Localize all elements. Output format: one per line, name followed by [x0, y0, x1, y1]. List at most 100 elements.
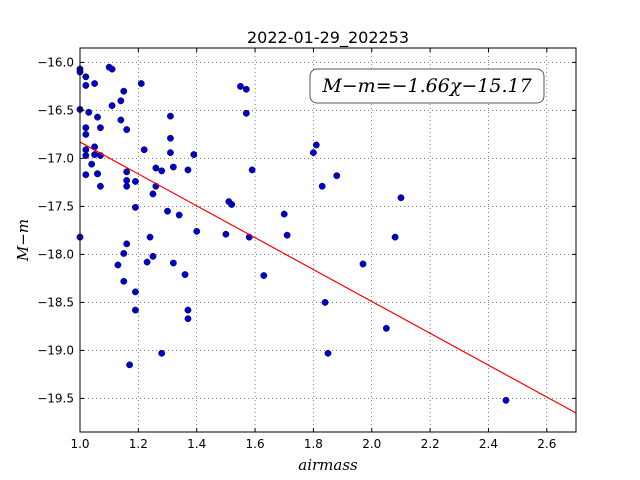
data-point [94, 170, 101, 178]
fit-line [79, 141, 577, 414]
data-point [82, 130, 90, 138]
data-point [94, 113, 101, 121]
data-point [260, 272, 268, 279]
data-point [123, 168, 131, 176]
data-point [222, 230, 230, 238]
x-tick-label: 2.0 [362, 437, 381, 451]
x-tick-label: 1.2 [129, 437, 148, 451]
data-point [169, 163, 177, 171]
data-point [169, 259, 177, 267]
data-point [175, 211, 183, 219]
data-point [120, 250, 128, 257]
data-point [242, 85, 250, 93]
fit-equation: M−m=−1.66χ−15.17 [321, 75, 532, 97]
data-point [132, 288, 139, 296]
data-point [88, 160, 96, 168]
data-point [152, 164, 160, 172]
data-point [123, 177, 131, 184]
data-point [123, 240, 131, 248]
data-point [108, 102, 116, 110]
data-point [120, 277, 128, 285]
equation-box [309, 68, 545, 104]
data-points [76, 63, 510, 404]
plot-area [80, 48, 576, 432]
data-point [149, 190, 157, 198]
data-point [359, 260, 367, 268]
data-point [108, 65, 116, 73]
data-point [184, 166, 192, 174]
data-point [158, 349, 166, 357]
data-point [248, 166, 256, 174]
data-point [190, 151, 198, 158]
plot-frame [79, 47, 577, 433]
data-point [91, 80, 98, 87]
data-point [184, 306, 192, 314]
data-point [333, 172, 341, 180]
data-point [117, 116, 125, 124]
data-point [502, 396, 510, 404]
data-point [283, 231, 291, 239]
data-point [167, 134, 174, 142]
data-point [149, 252, 157, 260]
data-point [123, 182, 131, 190]
data-point [85, 108, 93, 116]
data-point [137, 80, 145, 87]
x-axis-label: airmass [298, 456, 358, 474]
data-point [82, 146, 90, 154]
x-tick-label: 2.6 [537, 437, 556, 451]
y-tick-label: −16.5 [37, 103, 74, 117]
x-tick-label: 1.8 [304, 437, 323, 451]
y-tick-label: −18.0 [37, 247, 74, 261]
data-point [114, 261, 122, 269]
data-point [321, 298, 329, 306]
x-tick-label: 1.4 [187, 437, 206, 451]
data-point [97, 182, 104, 190]
data-point [82, 152, 90, 159]
data-point [242, 109, 250, 117]
y-tick-label: −16.0 [37, 55, 74, 69]
data-point [318, 182, 326, 190]
data-point [324, 349, 332, 357]
data-point [193, 227, 201, 235]
data-point [397, 194, 405, 202]
x-tick-label: 1.6 [246, 437, 265, 451]
data-point [164, 207, 171, 215]
data-point [123, 126, 131, 134]
data-point [167, 149, 174, 157]
axis-ticks: 1.0 1.2 1.4 1.6 1.8 2.0 2.2 2.4 2.6 −16.0 −16.5 −17… [37, 48, 576, 451]
data-point [158, 167, 166, 175]
data-point [140, 146, 148, 154]
data-point [237, 83, 244, 90]
data-point [310, 149, 317, 157]
data-point [143, 258, 151, 266]
data-point [382, 324, 390, 332]
data-point [120, 87, 128, 95]
data-point [280, 210, 288, 218]
y-axis-label: M−m [14, 219, 32, 262]
y-tick-label: −19.5 [37, 391, 74, 405]
x-tick-label: 2.4 [479, 437, 498, 451]
data-point [82, 82, 90, 89]
y-tick-label: −17.5 [37, 199, 74, 213]
data-point [146, 233, 154, 241]
x-tick-label: 2.2 [421, 437, 440, 451]
y-tick-label: −18.5 [37, 295, 74, 309]
data-point [228, 201, 236, 208]
data-point [312, 141, 320, 149]
data-point [184, 315, 192, 323]
y-tick-label: −17.0 [37, 151, 74, 165]
data-point [82, 171, 90, 179]
data-point [132, 178, 139, 185]
data-point [97, 124, 104, 132]
data-point [391, 233, 399, 241]
data-point [91, 151, 98, 158]
data-point [82, 73, 90, 81]
data-point [167, 112, 174, 120]
chart-title: 2022-01-29_202253 [247, 28, 409, 48]
data-point [132, 306, 139, 314]
data-point [132, 203, 139, 211]
data-point [126, 361, 134, 369]
data-point [82, 124, 90, 132]
x-tick-label: 1.0 [70, 437, 89, 451]
